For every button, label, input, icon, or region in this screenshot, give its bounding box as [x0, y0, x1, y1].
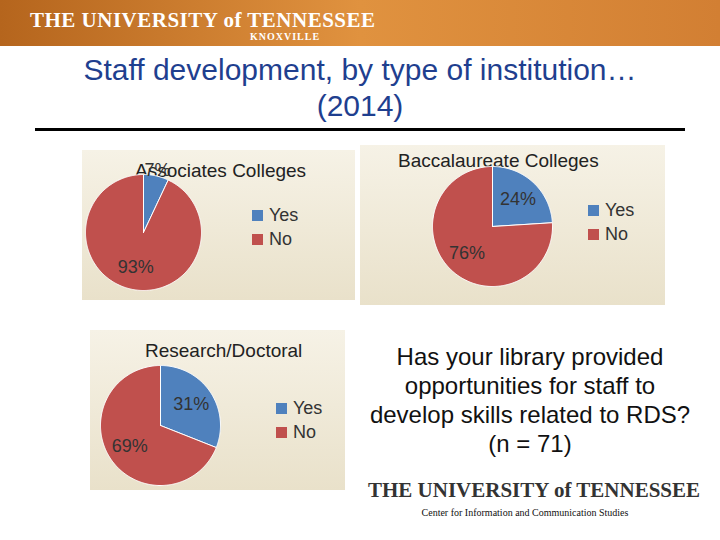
svg-text:7%: 7% — [144, 160, 170, 180]
svg-text:76%: 76% — [449, 243, 485, 263]
svg-text:24%: 24% — [500, 189, 536, 209]
svg-text:93%: 93% — [118, 257, 154, 277]
svg-text:69%: 69% — [112, 436, 148, 456]
svg-text:31%: 31% — [173, 394, 209, 414]
